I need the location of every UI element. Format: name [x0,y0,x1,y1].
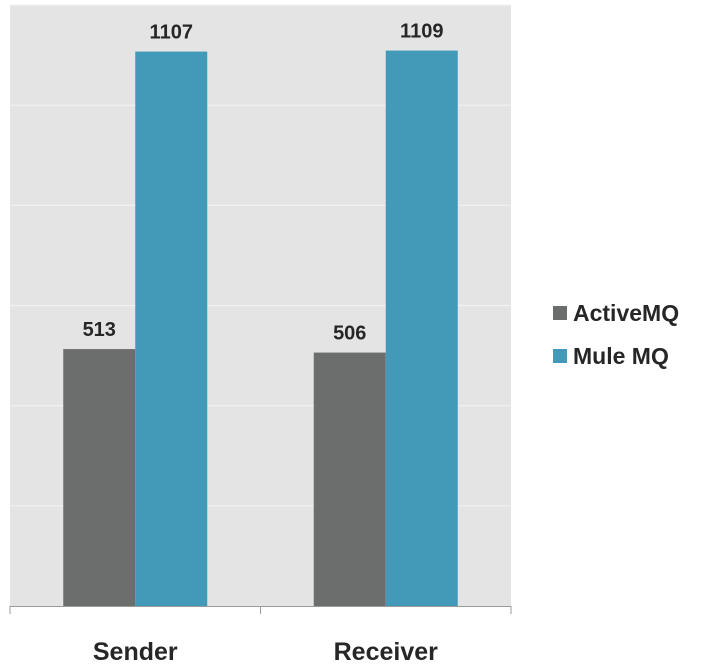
x-tick-label: Receiver [334,638,439,665]
bar-activemq-sender [63,349,136,606]
legend: ActiveMQ Mule MQ [553,300,679,369]
legend-swatch [553,349,567,363]
data-label: 513 [83,319,116,341]
legend-swatch [553,306,567,320]
bar-mule-mq-sender [135,51,208,606]
data-label: 506 [333,323,366,345]
bar-activemq-receiver [313,352,386,606]
data-label: 1109 [400,21,443,43]
data-labels: 513 1107 506 1109 [83,21,444,345]
x-axis: Sender Receiver [9,606,512,665]
legend-label: Mule MQ [573,343,669,369]
legend-label: ActiveMQ [573,300,679,326]
data-label: 1107 [150,22,193,44]
bars [63,50,458,607]
bar-mule-mq-receiver [385,50,458,607]
x-tick-label: Sender [93,638,178,665]
